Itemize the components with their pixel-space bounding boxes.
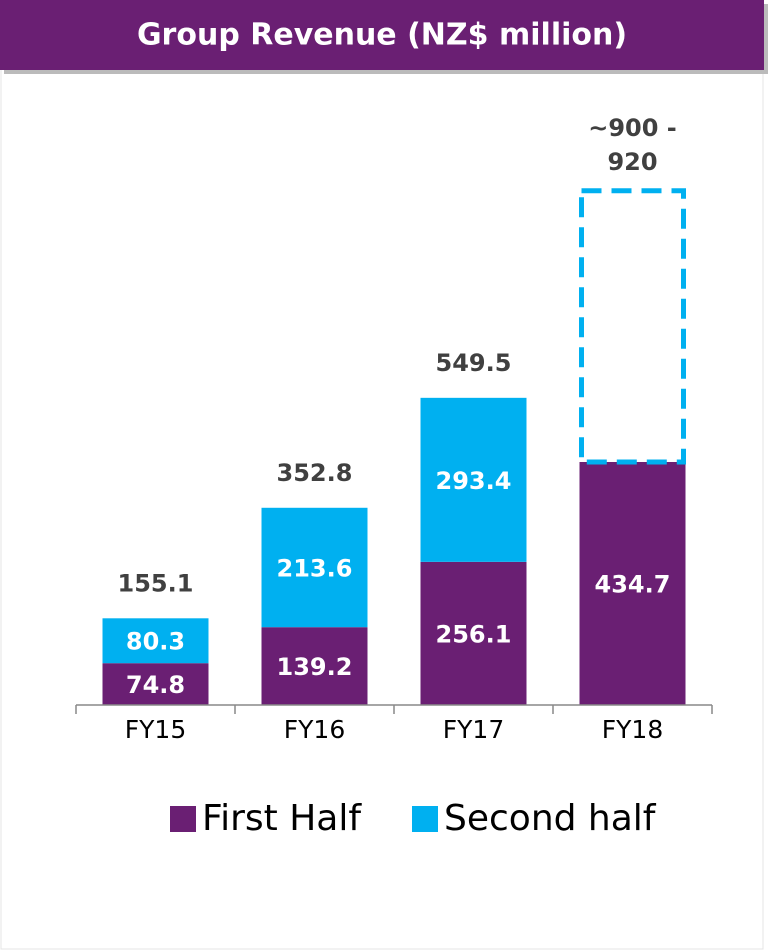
- bar-segment: [579, 462, 686, 705]
- x-tick-label: FY18: [602, 715, 663, 744]
- bar-segment: [102, 663, 209, 705]
- value-label: 256.1: [436, 620, 512, 648]
- bar-segment: [261, 627, 368, 705]
- total-label: 549.5: [436, 349, 512, 377]
- total-label: 352.8: [277, 459, 353, 487]
- bar-segment: [420, 397, 527, 562]
- bar-segment: [261, 507, 368, 628]
- legend-label: First Half: [202, 798, 362, 839]
- forecast-box: [579, 188, 686, 465]
- legend-swatch: [412, 806, 438, 832]
- header: [0, 0, 764, 70]
- x-tick-label: FY16: [284, 715, 345, 744]
- value-label: 80.3: [126, 628, 185, 656]
- chart-title: Group Revenue (NZ$ million): [137, 18, 627, 53]
- legend-swatch: [170, 806, 196, 832]
- total-label: 155.1: [118, 569, 194, 597]
- value-label: 139.2: [277, 653, 353, 681]
- bar-segment: [102, 618, 209, 664]
- value-label: 434.7: [595, 571, 671, 599]
- value-label: 74.8: [126, 671, 185, 699]
- value-label: 213.6: [277, 554, 353, 582]
- x-tick-label: FY17: [443, 715, 504, 744]
- x-tick-label: FY15: [125, 715, 186, 744]
- value-label: 293.4: [436, 467, 512, 495]
- bar-segment: [420, 561, 527, 705]
- legend-label: Second half: [444, 798, 657, 839]
- forecast-label: ~900 - 920: [588, 113, 677, 176]
